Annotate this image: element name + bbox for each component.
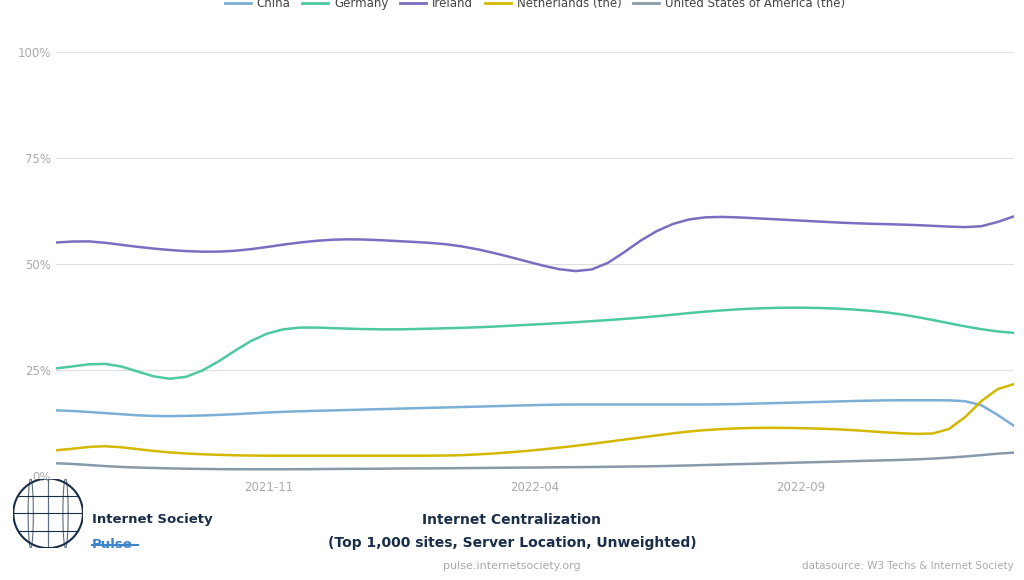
Text: Internet Centralization: Internet Centralization bbox=[423, 513, 601, 527]
Text: Internet Society: Internet Society bbox=[92, 513, 213, 526]
Text: pulse.internetsociety.org: pulse.internetsociety.org bbox=[443, 561, 581, 571]
Text: (Top 1,000 sites, Server Location, Unweighted): (Top 1,000 sites, Server Location, Unwei… bbox=[328, 536, 696, 550]
Text: datasource: W3 Techs & Internet Society: datasource: W3 Techs & Internet Society bbox=[802, 561, 1014, 571]
Legend: China, Germany, Ireland, Netherlands (the), United States of America (the): China, Germany, Ireland, Netherlands (th… bbox=[220, 0, 850, 15]
Text: Pulse: Pulse bbox=[92, 538, 133, 550]
